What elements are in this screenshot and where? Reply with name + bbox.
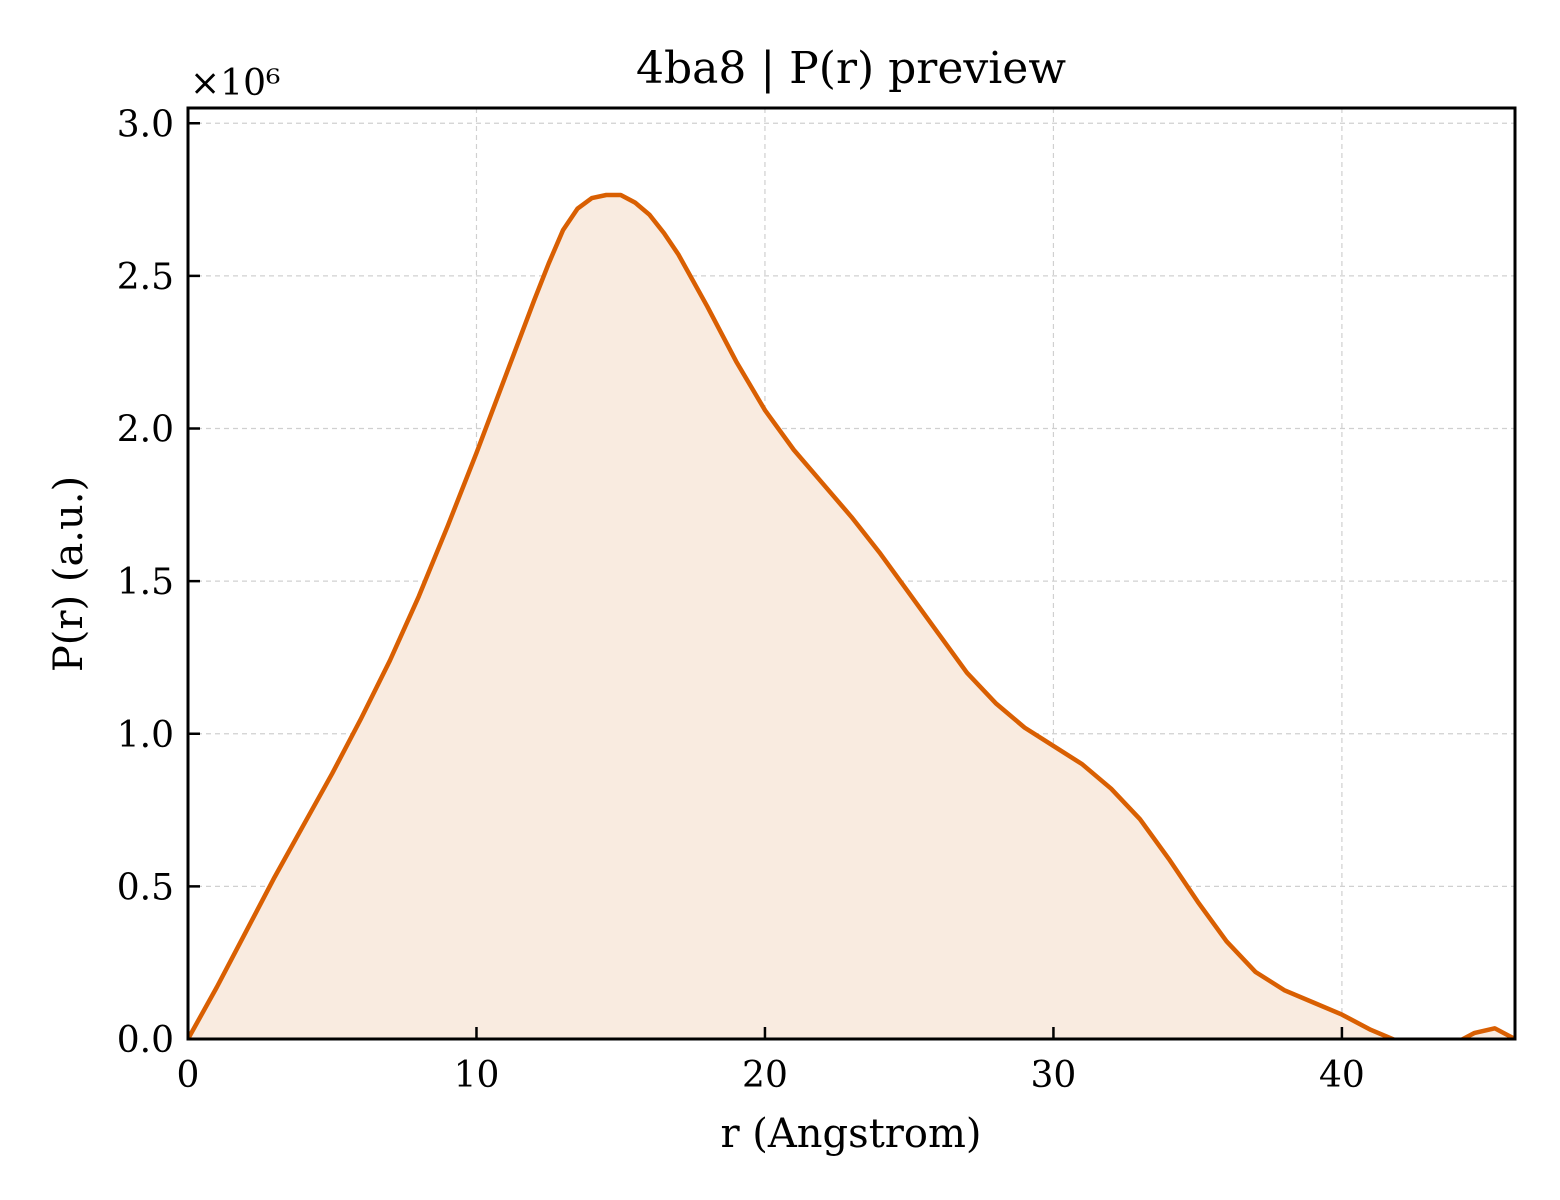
y-axis-title: P(r) (a.u.) xyxy=(46,476,92,672)
y-tick-label: 0.0 xyxy=(117,1020,174,1061)
series-line xyxy=(188,192,1515,1039)
x-tick-label: 30 xyxy=(1031,1055,1077,1096)
y-tick-label: 2.0 xyxy=(117,410,174,451)
axis-ticks: 0 10 20 30 40 0.0 0.5 1.0 1.5 2.0 2.5 3.0 xyxy=(117,104,1365,1096)
area-fill xyxy=(188,195,1515,1039)
plot-frame xyxy=(186,106,1517,1041)
y-tick-label: 0.5 xyxy=(117,867,174,908)
x-tick-label: 40 xyxy=(1319,1055,1365,1096)
x-tick-label: 10 xyxy=(454,1055,500,1096)
y-tick-label: 2.5 xyxy=(117,257,174,298)
y-tick-label: 1.5 xyxy=(117,562,174,603)
x-axis-title: r (Angstrom) xyxy=(720,1111,981,1157)
x-tick-label: 0 xyxy=(177,1055,200,1096)
y-tick-label: 1.0 xyxy=(117,715,174,756)
y-offset-label: ×10⁶ xyxy=(190,63,280,104)
y-tick-label: 3.0 xyxy=(117,104,174,145)
x-tick-label: 20 xyxy=(742,1055,788,1096)
series-line-layer xyxy=(188,192,1515,1039)
chart-title: 4ba8 | P(r) preview xyxy=(636,43,1066,94)
area-fill-layer xyxy=(188,195,1515,1039)
